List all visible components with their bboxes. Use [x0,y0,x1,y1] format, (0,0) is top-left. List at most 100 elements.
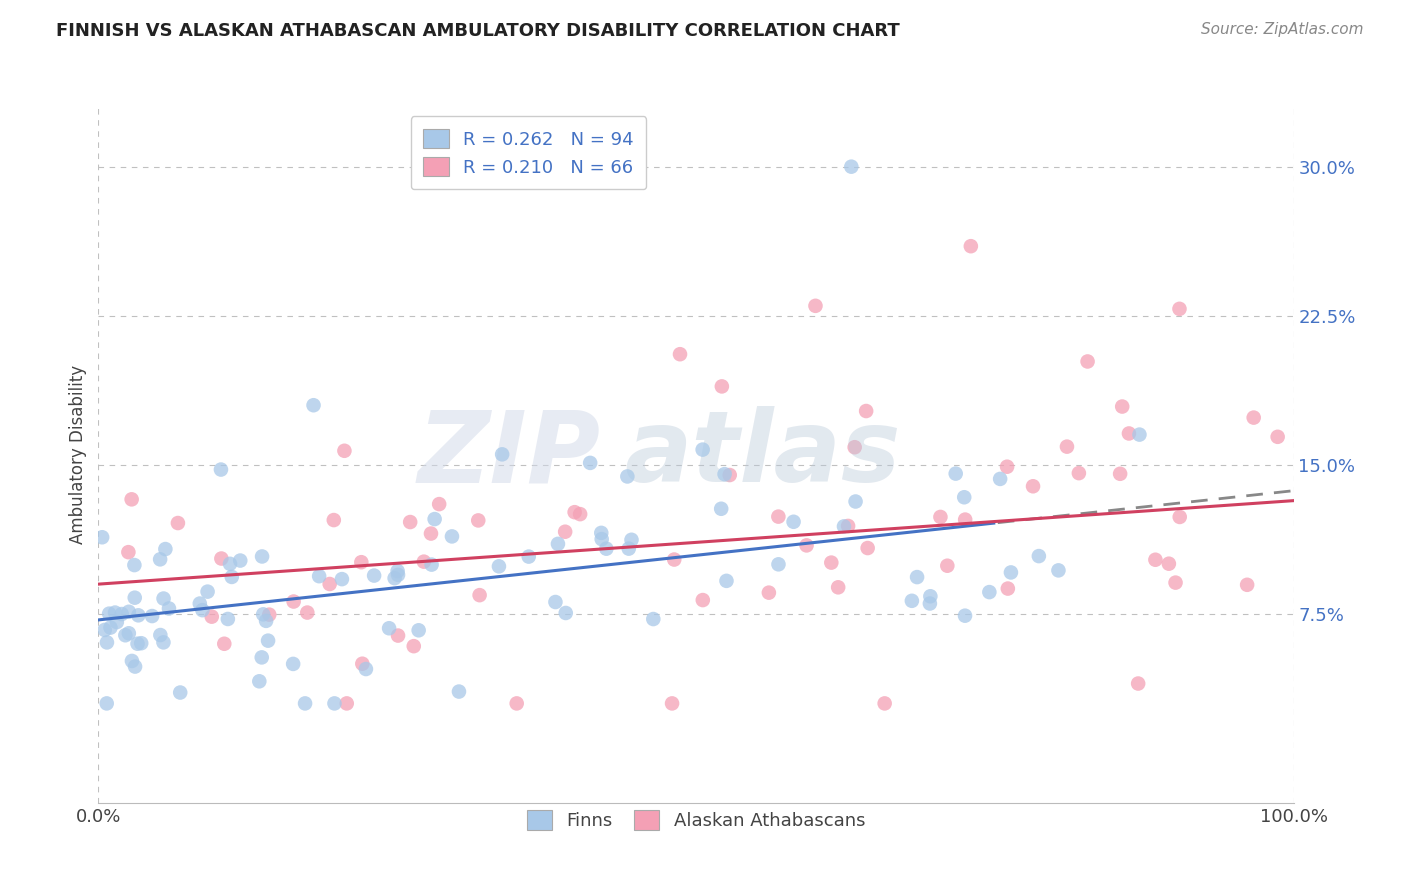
Point [354,662,377,676]
Point [855,404,877,418]
Text: ZIP: ZIP [418,407,600,503]
Point [440,529,463,543]
Point [105,615,128,629]
Point [768,509,790,524]
Point [782,515,804,529]
Point [796,538,818,552]
Point [1157,557,1180,571]
Point [124,591,146,605]
Point [191,603,214,617]
Point [118,626,141,640]
Point [661,697,683,711]
Point [350,555,373,569]
Point [257,633,280,648]
Point [201,609,224,624]
Point [252,607,274,622]
Point [1047,563,1070,577]
Point [1118,426,1140,441]
Point [420,526,443,541]
Point [517,549,540,564]
Point [804,299,827,313]
Point [257,607,280,622]
Point [221,570,243,584]
Point [579,456,602,470]
Legend: Finns, Alaskan Athabascans: Finns, Alaskan Athabascans [515,797,877,842]
Point [544,595,567,609]
Point [152,635,174,649]
Point [901,594,924,608]
Point [93,623,115,637]
Point [710,379,733,393]
Point [294,697,316,711]
Point [669,347,692,361]
Text: atlas: atlas [624,407,901,503]
Point [157,601,180,615]
Point [96,697,118,711]
Point [399,515,422,529]
Point [953,513,976,527]
Point [124,558,146,572]
Point [1243,410,1265,425]
Point [827,580,849,594]
Point [1236,578,1258,592]
Point [387,564,409,578]
Point [1168,510,1191,524]
Point [91,530,114,544]
Point [408,624,430,638]
Point [841,160,863,174]
Point [229,553,252,567]
Point [936,558,959,573]
Point [718,468,741,483]
Point [920,589,942,603]
Point [141,609,163,624]
Point [713,467,735,482]
Point [100,621,122,635]
Point [547,537,569,551]
Point [197,584,219,599]
Point [121,492,143,507]
Point [960,239,983,253]
Point [352,657,374,671]
Point [111,607,134,621]
Point [127,637,149,651]
Point [716,574,738,588]
Point [837,519,859,533]
Point [308,569,330,583]
Point [995,459,1018,474]
Point [149,628,172,642]
Point [302,398,325,412]
Point [152,591,174,606]
Point [768,558,790,572]
Point [117,545,139,559]
Point [488,559,510,574]
Point [569,507,592,521]
Point [758,585,780,599]
Point [209,462,232,476]
Point [188,597,211,611]
Point [832,519,855,533]
Point [845,494,868,508]
Text: FINNISH VS ALASKAN ATHABASCAN AMBULATORY DISABILITY CORRELATION CHART: FINNISH VS ALASKAN ATHABASCAN AMBULATORY… [56,22,900,40]
Point [1056,440,1078,454]
Point [620,533,643,547]
Point [554,606,576,620]
Point [124,659,146,673]
Point [591,532,613,546]
Point [1168,301,1191,316]
Point [387,629,409,643]
Point [1128,676,1150,690]
Point [322,513,344,527]
Point [209,551,232,566]
Point [318,577,340,591]
Point [387,567,409,582]
Point [217,612,239,626]
Point [979,585,1001,599]
Point [250,549,273,564]
Point [336,697,359,711]
Point [283,594,305,608]
Point [281,657,304,671]
Point [1128,427,1150,442]
Point [412,555,434,569]
Point [167,516,190,530]
Point [1144,553,1167,567]
